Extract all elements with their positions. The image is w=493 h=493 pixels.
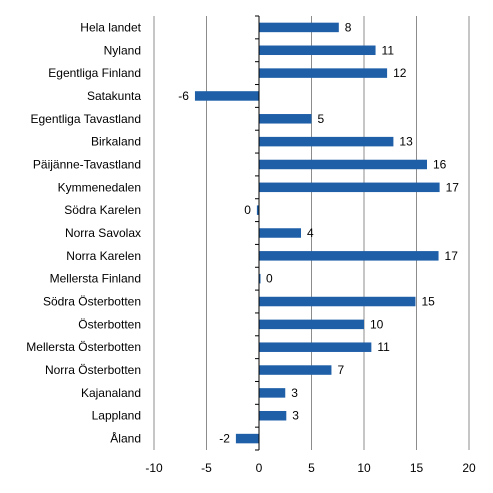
data-label: 4 bbox=[307, 226, 314, 240]
gridlines bbox=[153, 16, 470, 450]
category-label: Norra Karelen bbox=[66, 249, 141, 263]
bar bbox=[259, 136, 394, 147]
data-label: 7 bbox=[337, 363, 344, 377]
data-label: 8 bbox=[345, 20, 352, 34]
category-label: Satakunta bbox=[87, 89, 141, 103]
data-labels: 8 11 12 -6 5 13 16 17 0 4 17 0 15 10 11 7 3 3 -2 bbox=[178, 20, 459, 445]
category-labels: Hela landet Nyland Egentliga Finland Sataku… bbox=[26, 20, 141, 445]
x-tick-label: 10 bbox=[357, 461, 371, 475]
x-tick-label: -5 bbox=[201, 461, 212, 475]
data-label: 11 bbox=[377, 340, 390, 354]
bar bbox=[259, 159, 427, 170]
x-tick-label: -10 bbox=[145, 461, 163, 475]
data-label: 16 bbox=[433, 157, 447, 171]
zero-axis bbox=[255, 15, 260, 451]
data-label: -6 bbox=[178, 89, 189, 103]
bar bbox=[259, 182, 440, 193]
data-label: 15 bbox=[421, 295, 435, 309]
data-label: 3 bbox=[291, 386, 298, 400]
category-label: Mellersta Österbotten bbox=[26, 340, 141, 354]
bar bbox=[259, 114, 312, 124]
bar bbox=[259, 22, 339, 33]
category-label: Kajanaland bbox=[81, 386, 141, 400]
data-label: 5 bbox=[318, 112, 325, 126]
bar bbox=[259, 410, 287, 421]
data-label: -2 bbox=[219, 432, 230, 446]
bar bbox=[259, 319, 364, 330]
data-label: 13 bbox=[399, 135, 413, 149]
category-label: Åland bbox=[110, 431, 141, 446]
x-tick-label: 5 bbox=[308, 461, 315, 475]
bar bbox=[259, 68, 388, 78]
x-tick-label: 0 bbox=[256, 461, 263, 475]
bar bbox=[259, 228, 301, 238]
bars bbox=[194, 22, 440, 444]
bar bbox=[259, 342, 372, 352]
bar bbox=[259, 365, 332, 375]
category-label: Mellersta Finland bbox=[50, 272, 141, 286]
data-label: 11 bbox=[382, 43, 395, 57]
category-label: Norra Österbotten bbox=[45, 363, 141, 377]
bar bbox=[194, 91, 259, 101]
category-label: Birkaland bbox=[91, 135, 141, 149]
bar bbox=[235, 433, 259, 444]
data-label: 17 bbox=[445, 249, 459, 263]
category-label: Egentliga Finland bbox=[48, 66, 141, 80]
bar bbox=[256, 205, 259, 215]
data-label: 12 bbox=[393, 66, 407, 80]
x-tick-label: 20 bbox=[462, 461, 476, 475]
data-label: 0 bbox=[244, 203, 251, 217]
category-label: Kymmenedalen bbox=[58, 180, 141, 194]
data-label: 3 bbox=[292, 409, 299, 423]
category-label: Södra Österbotten bbox=[43, 295, 141, 309]
data-label: 10 bbox=[370, 317, 384, 331]
bar bbox=[259, 45, 376, 56]
category-label: Päijänne-Tavastland bbox=[33, 157, 141, 171]
category-label: Nyland bbox=[104, 43, 141, 57]
category-label: Österbotten bbox=[78, 317, 141, 331]
category-label: Hela landet bbox=[80, 20, 141, 34]
x-tick-label: 15 bbox=[410, 461, 424, 475]
bar bbox=[259, 388, 286, 398]
x-tick-labels: -10 -5 0 5 10 15 20 bbox=[145, 461, 476, 475]
category-label: Lappland bbox=[92, 409, 141, 423]
category-label: Egentliga Tavastland bbox=[30, 112, 141, 126]
category-label: Södra Karelen bbox=[64, 203, 141, 217]
data-label: 17 bbox=[446, 180, 460, 194]
bar bbox=[259, 273, 261, 284]
bar bbox=[259, 251, 439, 261]
bar bbox=[259, 296, 416, 307]
category-label: Norra Savolax bbox=[65, 226, 141, 240]
data-label: 0 bbox=[266, 272, 273, 286]
